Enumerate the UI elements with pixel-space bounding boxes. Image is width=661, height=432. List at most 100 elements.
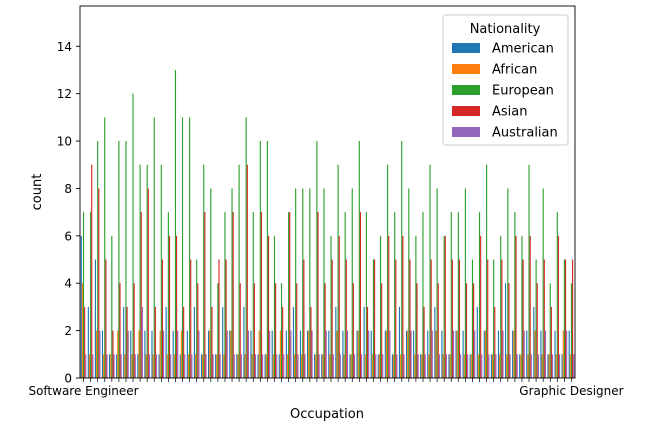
bar [400, 354, 402, 378]
bar [130, 330, 132, 378]
bar [443, 235, 445, 378]
y-axis-label: count [30, 174, 45, 211]
bar [484, 330, 487, 378]
bar [470, 354, 472, 378]
bar [296, 283, 298, 378]
bar [179, 354, 181, 378]
bar [286, 354, 289, 378]
bar [549, 283, 551, 378]
bar [304, 354, 306, 378]
bar [180, 330, 182, 378]
bar [80, 235, 82, 378]
bar [204, 212, 206, 378]
bar [556, 212, 558, 378]
y-tick-label: 2 [64, 324, 72, 338]
bar [271, 330, 273, 378]
bar [308, 330, 310, 378]
bar [481, 354, 483, 378]
bar [272, 354, 274, 378]
bar [415, 235, 417, 378]
bar [528, 164, 530, 378]
bar [495, 354, 497, 378]
bar [131, 354, 133, 378]
bar [359, 212, 362, 378]
bar [527, 354, 529, 378]
bar [488, 354, 490, 378]
bar [325, 330, 327, 378]
bar [217, 283, 219, 378]
bar [550, 306, 552, 378]
bar [407, 330, 409, 378]
bar [442, 354, 444, 378]
bar [474, 330, 476, 378]
bar [435, 330, 437, 378]
bar [317, 212, 319, 378]
bar [350, 354, 352, 378]
bar [438, 354, 440, 378]
bar [160, 164, 162, 378]
bar [535, 259, 537, 378]
bar [464, 188, 466, 378]
bar [84, 306, 86, 378]
bar [456, 330, 458, 378]
bar [110, 354, 112, 378]
bar [338, 235, 340, 378]
bar [239, 283, 241, 378]
bar [388, 235, 390, 378]
bar [260, 212, 263, 378]
y-tick-label: 14 [57, 40, 72, 54]
bar [516, 354, 518, 378]
bar [487, 259, 489, 378]
bar [211, 306, 213, 378]
bar [540, 330, 542, 378]
bar [186, 330, 188, 378]
bar [363, 306, 365, 378]
bar [215, 354, 217, 378]
bar [478, 212, 481, 378]
bar [243, 306, 245, 378]
bar [197, 283, 199, 378]
bar [146, 164, 148, 378]
bar [513, 330, 515, 378]
bar [499, 354, 501, 378]
legend-entry: Asian [492, 105, 527, 120]
bar [202, 354, 204, 378]
bar [437, 283, 439, 378]
bar [103, 354, 105, 378]
bar [138, 330, 140, 378]
bar [477, 354, 479, 378]
bar [183, 306, 185, 378]
bar [144, 330, 146, 378]
bar [288, 212, 290, 378]
bar [124, 354, 126, 378]
bar [391, 354, 393, 378]
bar [295, 188, 297, 378]
bar [153, 117, 155, 378]
bar [374, 259, 376, 378]
bar [106, 354, 108, 378]
bar [357, 330, 359, 378]
bar [526, 330, 528, 378]
bar [168, 235, 171, 378]
bar [203, 164, 205, 378]
bar [134, 354, 136, 378]
bar [258, 330, 260, 378]
bar [236, 354, 238, 378]
bar [90, 212, 92, 378]
bar [555, 354, 557, 378]
bar [534, 330, 536, 378]
bars-layer [80, 69, 575, 379]
bar [267, 235, 270, 378]
bar [177, 330, 179, 378]
bar [551, 354, 554, 378]
legend-entry: American [492, 42, 554, 57]
bar [163, 330, 165, 378]
bar [166, 354, 168, 378]
bar [99, 330, 101, 378]
bar [251, 354, 253, 378]
bar [529, 235, 531, 378]
bar [250, 330, 252, 378]
bar [323, 188, 325, 378]
bar [430, 259, 432, 378]
bar [125, 141, 127, 378]
